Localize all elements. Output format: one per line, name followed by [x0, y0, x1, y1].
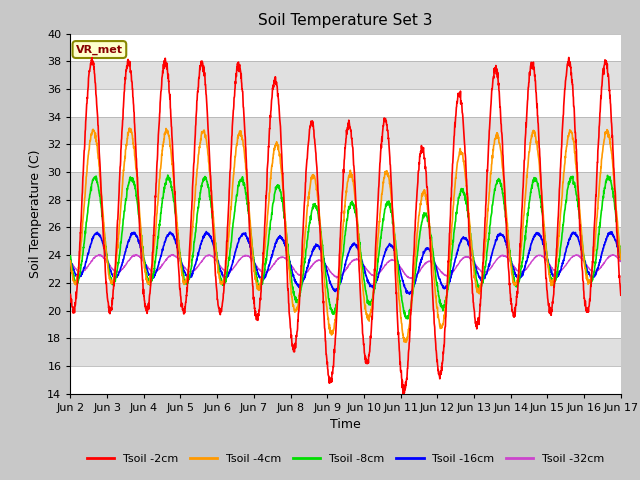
Bar — [70, 89, 621, 117]
Bar — [70, 311, 621, 338]
Bar — [70, 34, 621, 61]
Bar — [70, 61, 621, 89]
Text: VR_met: VR_met — [76, 44, 123, 55]
Bar — [70, 172, 621, 200]
Bar — [70, 228, 621, 255]
Bar — [70, 338, 621, 366]
Y-axis label: Soil Temperature (C): Soil Temperature (C) — [29, 149, 42, 278]
Bar — [70, 117, 621, 144]
Bar — [70, 144, 621, 172]
Bar — [70, 200, 621, 228]
Title: Soil Temperature Set 3: Soil Temperature Set 3 — [259, 13, 433, 28]
Bar — [70, 366, 621, 394]
Legend: Tsoil -2cm, Tsoil -4cm, Tsoil -8cm, Tsoil -16cm, Tsoil -32cm: Tsoil -2cm, Tsoil -4cm, Tsoil -8cm, Tsoi… — [82, 450, 609, 468]
Bar — [70, 283, 621, 311]
Bar — [70, 255, 621, 283]
X-axis label: Time: Time — [330, 418, 361, 431]
